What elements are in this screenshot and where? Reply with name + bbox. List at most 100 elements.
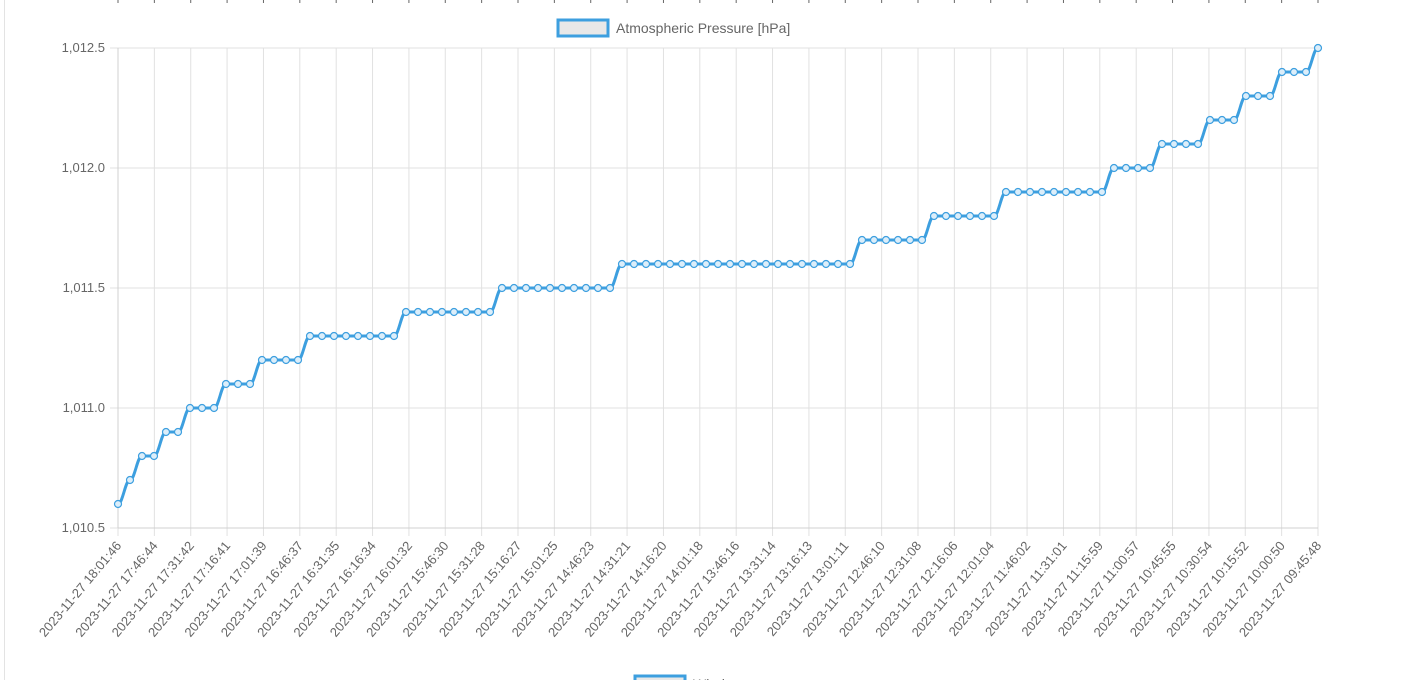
data-point[interactable]	[485, 307, 495, 317]
data-point[interactable]	[1073, 187, 1083, 197]
data-point[interactable]	[1157, 139, 1167, 149]
data-point[interactable]	[797, 259, 807, 269]
data-point[interactable]	[521, 283, 531, 293]
data-point[interactable]	[629, 259, 639, 269]
data-point[interactable]	[581, 283, 591, 293]
data-point[interactable]	[941, 211, 951, 221]
data-point[interactable]	[1229, 115, 1239, 125]
data-point[interactable]	[437, 307, 447, 317]
data-point[interactable]	[977, 211, 987, 221]
data-point[interactable]	[773, 259, 783, 269]
data-point[interactable]	[785, 259, 795, 269]
data-point[interactable]	[1109, 163, 1119, 173]
data-point[interactable]	[221, 379, 231, 389]
data-point[interactable]	[749, 259, 759, 269]
data-point[interactable]	[1001, 187, 1011, 197]
data-point[interactable]	[269, 355, 279, 365]
data-point[interactable]	[1313, 43, 1323, 53]
data-point[interactable]	[917, 235, 927, 245]
data-point[interactable]	[545, 283, 555, 293]
data-point[interactable]	[533, 283, 543, 293]
data-point[interactable]	[209, 403, 219, 413]
data-point[interactable]	[1085, 187, 1095, 197]
data-point[interactable]	[1277, 67, 1287, 77]
data-point[interactable]	[1265, 91, 1275, 101]
data-point[interactable]	[1217, 115, 1227, 125]
data-point[interactable]	[953, 211, 963, 221]
data-point[interactable]	[449, 307, 459, 317]
data-point[interactable]	[413, 307, 423, 317]
data-point[interactable]	[569, 283, 579, 293]
data-point[interactable]	[1289, 67, 1299, 77]
data-point[interactable]	[593, 283, 603, 293]
data-point[interactable]	[185, 403, 195, 413]
data-point[interactable]	[293, 355, 303, 365]
data-point[interactable]	[1133, 163, 1143, 173]
data-point[interactable]	[1301, 67, 1311, 77]
data-point[interactable]	[833, 259, 843, 269]
data-point[interactable]	[113, 499, 123, 509]
data-point[interactable]	[617, 259, 627, 269]
data-point[interactable]	[965, 211, 975, 221]
data-point[interactable]	[689, 259, 699, 269]
data-point[interactable]	[257, 355, 267, 365]
data-point[interactable]	[1145, 163, 1155, 173]
data-point[interactable]	[1025, 187, 1035, 197]
data-point[interactable]	[509, 283, 519, 293]
data-point[interactable]	[761, 259, 771, 269]
data-point[interactable]	[725, 259, 735, 269]
data-point[interactable]	[461, 307, 471, 317]
data-point[interactable]	[1241, 91, 1251, 101]
data-point[interactable]	[173, 427, 183, 437]
data-point[interactable]	[353, 331, 363, 341]
data-point[interactable]	[1061, 187, 1071, 197]
data-point[interactable]	[881, 235, 891, 245]
data-point[interactable]	[701, 259, 711, 269]
data-point[interactable]	[161, 427, 171, 437]
data-point[interactable]	[1205, 115, 1215, 125]
legend-swatch[interactable]	[556, 18, 610, 38]
data-point[interactable]	[605, 283, 615, 293]
data-point[interactable]	[845, 259, 855, 269]
data-point[interactable]	[809, 259, 819, 269]
data-point[interactable]	[1049, 187, 1059, 197]
data-point[interactable]	[425, 307, 435, 317]
data-point[interactable]	[125, 475, 135, 485]
data-point[interactable]	[857, 235, 867, 245]
data-point[interactable]	[281, 355, 291, 365]
data-point[interactable]	[1013, 187, 1023, 197]
data-point[interactable]	[1121, 163, 1131, 173]
data-point[interactable]	[1097, 187, 1107, 197]
data-point[interactable]	[197, 403, 207, 413]
data-point[interactable]	[473, 307, 483, 317]
data-point[interactable]	[401, 307, 411, 317]
chart-legend[interactable]: Atmospheric Pressure [hPa]	[556, 18, 790, 38]
data-point[interactable]	[233, 379, 243, 389]
data-point[interactable]	[641, 259, 651, 269]
data-point[interactable]	[821, 259, 831, 269]
data-point[interactable]	[989, 211, 999, 221]
data-point[interactable]	[317, 331, 327, 341]
next-chart-legend[interactable]: Wind	[633, 674, 725, 680]
data-point[interactable]	[905, 235, 915, 245]
data-point[interactable]	[1253, 91, 1263, 101]
data-point[interactable]	[341, 331, 351, 341]
data-point[interactable]	[365, 331, 375, 341]
data-point[interactable]	[329, 331, 339, 341]
data-point[interactable]	[653, 259, 663, 269]
data-point[interactable]	[305, 331, 315, 341]
data-point[interactable]	[149, 451, 159, 461]
data-point[interactable]	[677, 259, 687, 269]
legend-label[interactable]: Atmospheric Pressure [hPa]	[616, 20, 790, 36]
data-point[interactable]	[893, 235, 903, 245]
next-legend-swatch[interactable]	[633, 674, 687, 680]
data-point[interactable]	[497, 283, 507, 293]
data-point[interactable]	[377, 331, 387, 341]
next-legend-label[interactable]: Wind	[693, 676, 725, 680]
data-point[interactable]	[1193, 139, 1203, 149]
data-point[interactable]	[713, 259, 723, 269]
data-point[interactable]	[1037, 187, 1047, 197]
data-point[interactable]	[245, 379, 255, 389]
data-point[interactable]	[1181, 139, 1191, 149]
data-point[interactable]	[137, 451, 147, 461]
